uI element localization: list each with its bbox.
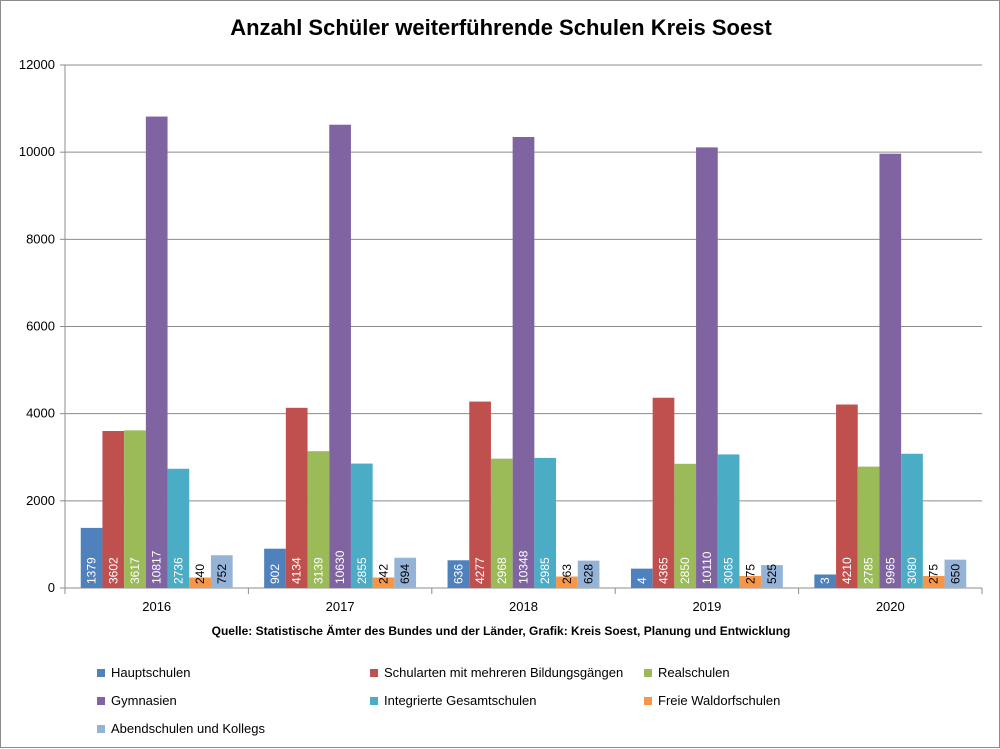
bar-data-label: 263 (560, 564, 574, 584)
bar-data-label: 3 (818, 577, 832, 584)
bar-data-label: 10817 (150, 550, 164, 584)
bar-data-label: 1379 (85, 557, 99, 584)
bar (189, 577, 211, 588)
bar-data-label: 3080 (905, 557, 919, 584)
bar-data-label: 3602 (106, 557, 120, 584)
bar-data-label: 9965 (883, 557, 897, 584)
bar-data-label: 4277 (473, 557, 487, 584)
bar-data-label: 628 (582, 564, 596, 584)
y-tick-label: 4000 (26, 406, 55, 421)
bar-data-label: 10630 (333, 550, 347, 584)
x-tick-label: 2018 (509, 599, 538, 614)
bar (857, 466, 880, 588)
bar-data-label: 2855 (355, 557, 369, 584)
x-tick-label: 2016 (142, 599, 171, 614)
bar (350, 463, 373, 588)
bar-data-label: 636 (451, 564, 465, 584)
bar-data-label: 240 (193, 564, 207, 584)
y-tick-label: 2000 (26, 493, 55, 508)
bar-data-label: 4365 (657, 557, 671, 584)
y-tick-label: 8000 (26, 231, 55, 246)
bar (696, 147, 718, 588)
bar-data-label: 4210 (840, 557, 854, 584)
bar (80, 527, 103, 588)
bar (285, 407, 308, 588)
bar (307, 451, 330, 588)
chart-title: Anzahl Schüler weiterführende Schulen Kr… (230, 15, 772, 40)
bar-data-label: 275 (927, 564, 941, 584)
bar (329, 124, 351, 588)
bar-data-label: 2985 (538, 557, 552, 584)
bar (901, 453, 923, 588)
bar-data-label: 4134 (290, 557, 304, 584)
bar (102, 431, 125, 588)
bar (630, 568, 653, 588)
bar-data-label: 2736 (171, 557, 185, 584)
bar (264, 548, 286, 588)
bar (577, 560, 600, 588)
bar (814, 574, 837, 588)
bar (739, 576, 762, 588)
bar (372, 577, 395, 588)
bar (167, 468, 190, 588)
bar (922, 576, 945, 588)
bar-data-label: 525 (765, 564, 779, 584)
bar (717, 454, 740, 588)
bar (145, 116, 168, 588)
bar-data-label: 2850 (678, 557, 692, 584)
bar (124, 430, 146, 588)
bar-data-label: 650 (948, 564, 962, 584)
bar-data-label: 3065 (722, 557, 736, 584)
bar (556, 576, 578, 588)
bar (836, 404, 858, 588)
bar-data-label: 2785 (862, 557, 876, 584)
bar-data-label: 752 (215, 564, 229, 584)
bar-data-label: 10110 (700, 551, 714, 584)
bar (652, 397, 675, 588)
bar-data-label: 3139 (311, 557, 325, 584)
y-tick-label: 6000 (26, 319, 55, 334)
bar (674, 463, 697, 588)
bar-data-label: 694 (398, 564, 412, 584)
x-tick-label: 2020 (876, 599, 905, 614)
bar (944, 559, 967, 588)
x-tick-label: 2019 (692, 599, 721, 614)
bar (512, 136, 535, 588)
bar-data-label: 275 (743, 564, 757, 584)
bar (447, 560, 470, 588)
source-note: Quelle: Statistische Ämter des Bundes un… (211, 624, 791, 638)
bar (394, 557, 417, 588)
y-tick-label: 12000 (19, 57, 55, 72)
bar (490, 458, 513, 588)
bar (761, 565, 783, 588)
y-tick-label: 0 (48, 580, 55, 595)
bar-data-label: 4 (635, 577, 649, 584)
bar (879, 153, 902, 588)
bar (210, 555, 233, 588)
bar (469, 401, 491, 588)
bar-data-label: 242 (377, 564, 391, 584)
y-tick-label: 10000 (19, 144, 55, 159)
bar-data-label: 902 (268, 564, 282, 584)
bar-data-label: 2968 (495, 557, 509, 584)
bar-data-label: 10348 (517, 550, 531, 584)
x-tick-label: 2017 (326, 599, 355, 614)
bar (534, 457, 557, 588)
bar-data-label: 3617 (128, 557, 142, 584)
